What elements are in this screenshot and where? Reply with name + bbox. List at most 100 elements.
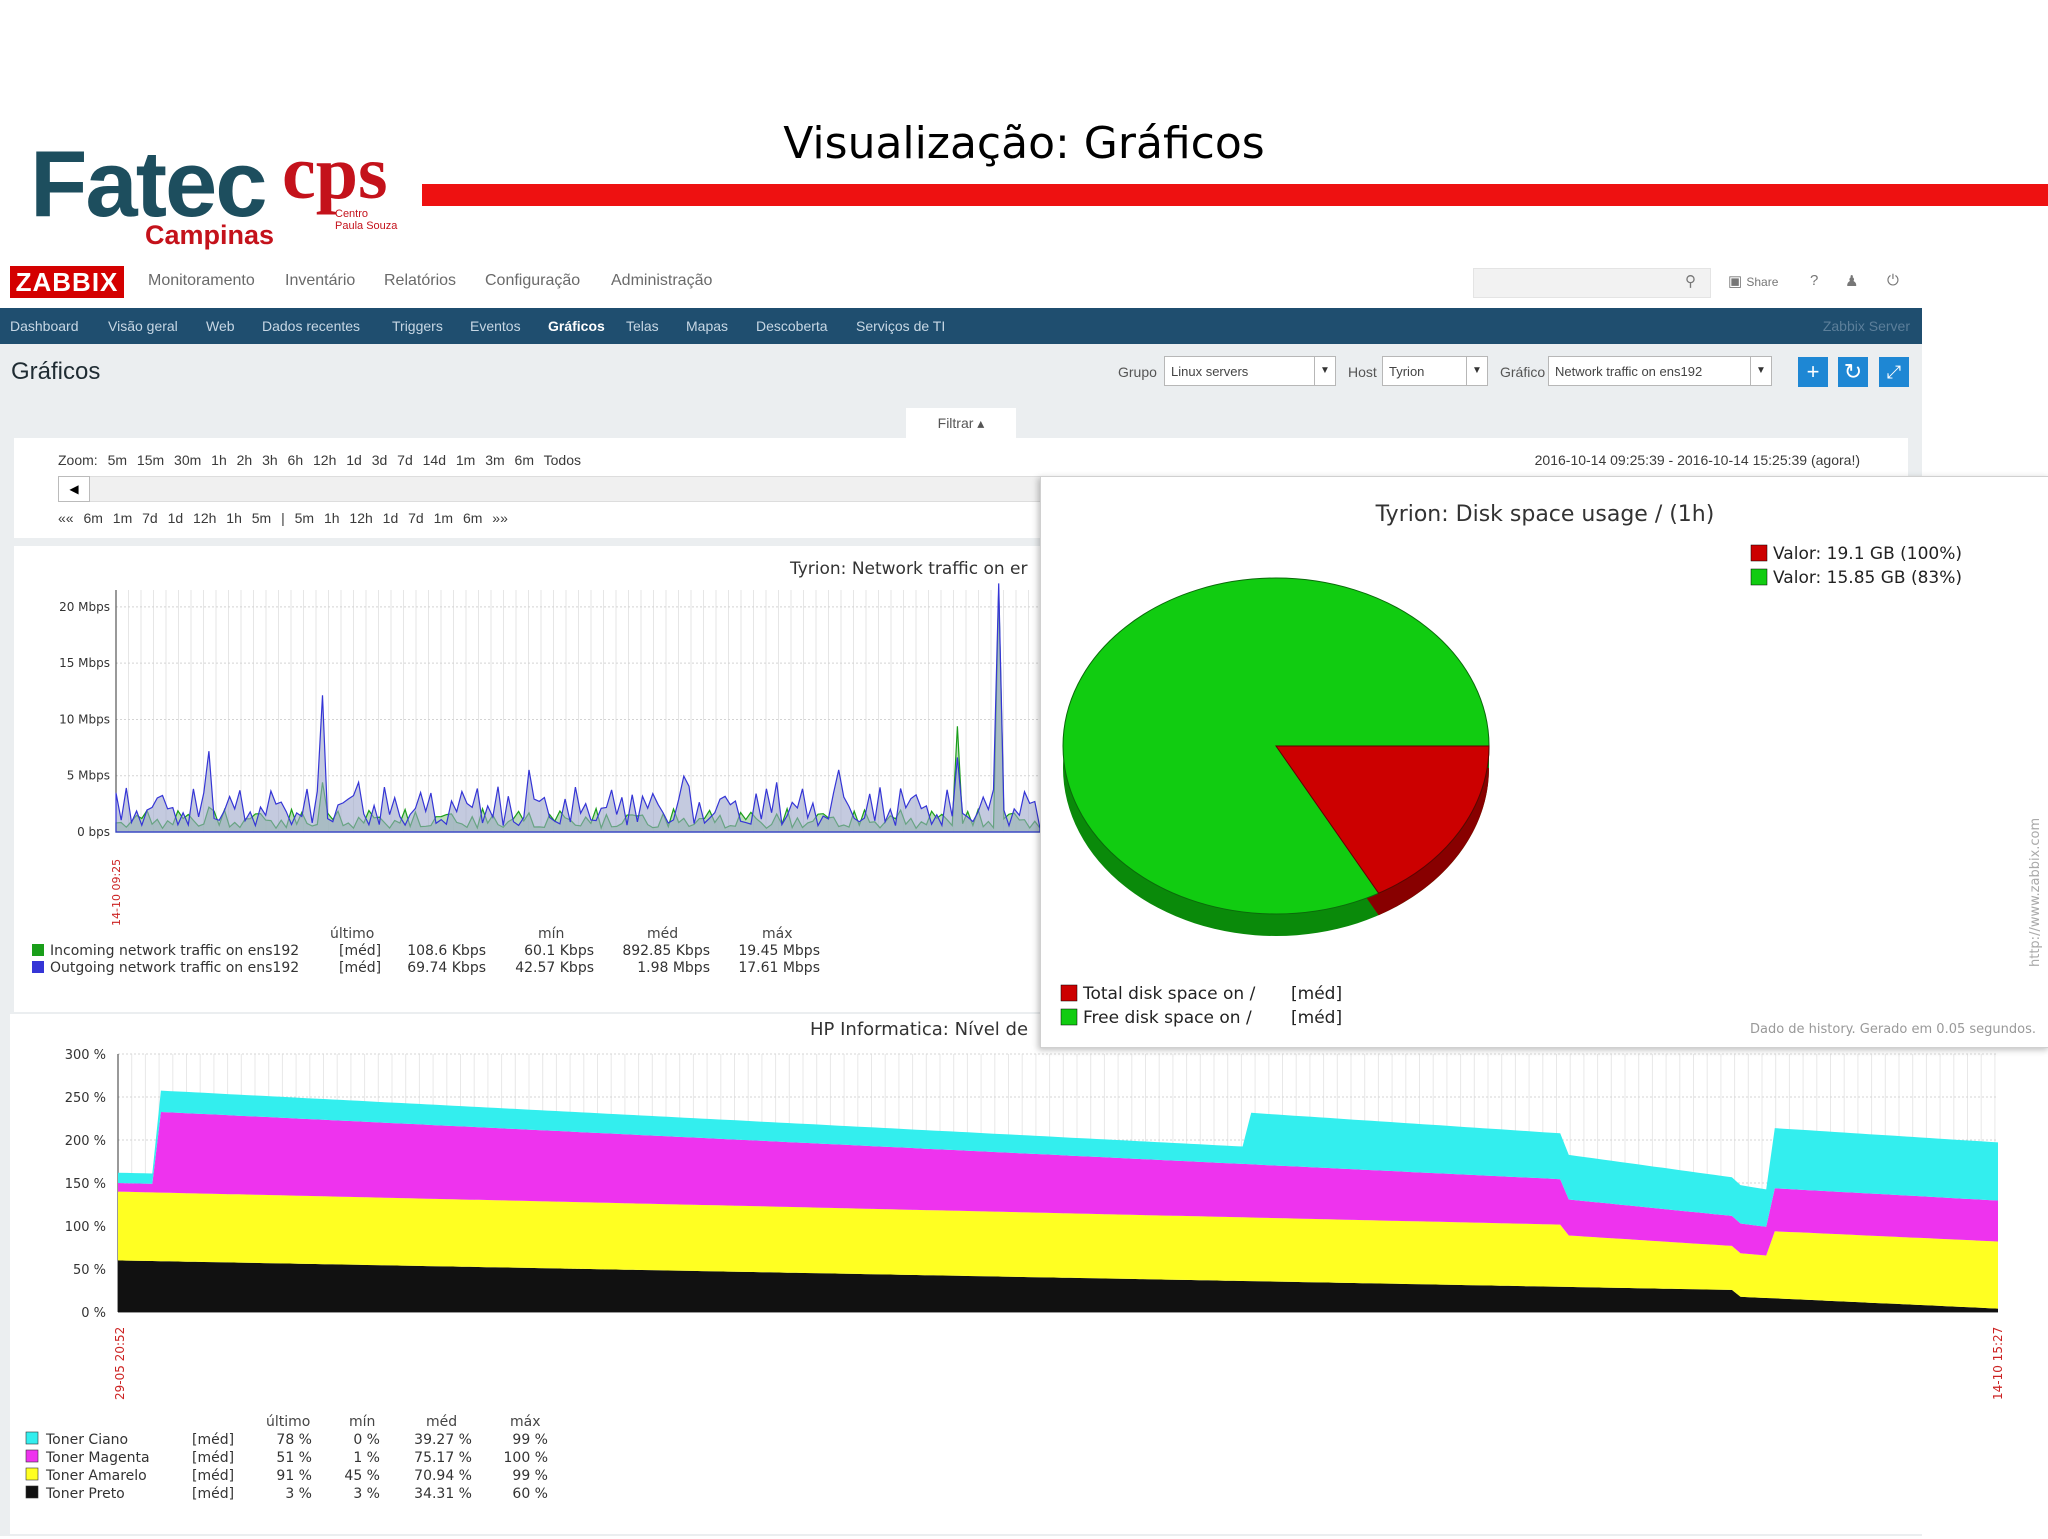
submenu-graficos[interactable]: Gráficos — [548, 318, 605, 334]
legend-swatch — [1750, 544, 1768, 562]
fullscreen-button[interactable]: ⤢ — [1879, 357, 1909, 387]
legend-swatch — [25, 1485, 39, 1499]
legend-ultimo: 3 % — [285, 1486, 312, 1502]
date-range: 2016-10-14 09:25:39 - 2016-10-14 15:25:3… — [1534, 452, 1860, 468]
pie-footer: Dado de history. Gerado em 0.05 segundos… — [1750, 1022, 2036, 1037]
group-label: Grupo — [1118, 364, 1157, 380]
legend-max: 60 % — [512, 1486, 548, 1502]
toner-y-axis: 300 % 250 % 200 % 150 % 100 % 50 % 0 % — [65, 1048, 106, 1321]
submenu-telas[interactable]: Telas — [626, 318, 659, 334]
toner-level-graph: HP Informatica: Nível de 300 % 250 % 200 %… — [10, 1014, 2010, 1534]
toner-legend: Toner Ciano [méd] 78 % 0 % 39.27 % 99 % Toner … — [25, 1431, 548, 1502]
host-label: Host — [1348, 364, 1377, 380]
legend-swatch — [1750, 568, 1768, 586]
fatec-logo: Fatec Campinas cps Centro Paula Souza — [30, 130, 420, 255]
toner-amarelo-area — [118, 1191, 1998, 1309]
sub-navigation: Dashboard Visão geral Web Dados recentes… — [0, 308, 1922, 344]
legend-swatch — [32, 944, 44, 956]
filter-toggle-tab[interactable]: Filtrar ▴ — [906, 408, 1016, 438]
submenu-web[interactable]: Web — [206, 318, 235, 334]
legend-min: 0 % — [353, 1432, 380, 1448]
legend-swatch — [1060, 984, 1078, 1002]
logo-cps-sub: Centro Paula Souza — [335, 208, 398, 232]
legend-min: 1 % — [353, 1450, 380, 1466]
submenu-eventos[interactable]: Eventos — [470, 318, 521, 334]
pie-legend-bottom: Total disk space on / [méd] Free disk sp… — [1060, 984, 1342, 1028]
search-input[interactable] — [1473, 268, 1711, 298]
user-profile-icon[interactable]: ♟ — [1845, 273, 1859, 290]
y-tick-label: 250 % — [65, 1091, 106, 1106]
legend-swatch — [1060, 1008, 1078, 1026]
host-select[interactable]: Tyrion ▼ — [1382, 356, 1488, 386]
legend-med: 892.85 Kbps — [622, 943, 710, 959]
legend-swatch — [25, 1449, 39, 1463]
y-tick-label: 200 % — [65, 1134, 106, 1149]
legend-max: 19.45 Mbps — [738, 943, 820, 959]
legend-fn: [méd] — [192, 1450, 234, 1466]
pie-legend-value-total: Valor: 19.1 GB (100%) — [1773, 544, 1962, 564]
page-title: Gráficos — [11, 358, 101, 385]
menu-configuracao[interactable]: Configuração — [485, 272, 581, 289]
zabbix-logo[interactable]: ZABBIX — [10, 266, 124, 298]
submenu-visao-geral[interactable]: Visão geral — [108, 318, 178, 334]
legend-min: 42.57 Kbps — [515, 960, 594, 976]
network-x-axis: 14-10 09:25 — [110, 859, 123, 926]
y-tick-label: 300 % — [65, 1048, 106, 1063]
legend-swatch — [25, 1467, 39, 1481]
graph-select[interactable]: Network traffic on ens192 ▼ — [1548, 356, 1772, 386]
refresh-button[interactable]: ↻ — [1838, 357, 1868, 387]
help-icon[interactable]: ? — [1810, 272, 1819, 289]
submenu-descoberta[interactable]: Descoberta — [756, 318, 828, 334]
net-header-max: máx — [762, 926, 793, 942]
submenu-mapas[interactable]: Mapas — [686, 318, 729, 334]
server-name: Zabbix Server — [1822, 318, 1910, 334]
share-button[interactable]: ▣ Share — [1728, 273, 1779, 290]
y-tick-label: 0 % — [81, 1306, 106, 1321]
top-navigation: ZABBIX Monitoramento Inventário Relatóri… — [0, 258, 1922, 308]
menu-monitoramento[interactable]: Monitoramento — [148, 272, 255, 289]
zoom-links[interactable]: Zoom: 5m 15m 30m 1h 2h 3h 6h 12h 1d 3d 7… — [58, 452, 581, 468]
legend-label: Outgoing network traffic on ens192 — [50, 960, 299, 976]
legend-max: 99 % — [512, 1468, 548, 1484]
submenu-dashboard[interactable]: Dashboard — [10, 318, 79, 334]
network-traffic-graph: Tyrion: Network traffic on er 0 bps 5 Mbp… — [14, 546, 1054, 1012]
period-navigation-links[interactable]: «« 6m 1m 7d 1d 12h 1h 5m | 5m 1h 12h 1d … — [58, 510, 508, 526]
legend-ultimo: 78 % — [276, 1432, 312, 1448]
legend-label: Incoming network traffic on ens192 — [50, 943, 299, 959]
legend-ultimo: 91 % — [276, 1468, 312, 1484]
menu-relatorios[interactable]: Relatórios — [384, 272, 457, 289]
logo-city: Campinas — [145, 220, 275, 250]
scroll-left-button[interactable]: ◀ — [58, 476, 90, 502]
legend-min: 60.1 Kbps — [524, 943, 594, 959]
pie-chart — [1062, 577, 1490, 936]
toner-header-ultimo: último — [266, 1414, 310, 1430]
graph-label: Gráfico — [1500, 364, 1546, 380]
net-legend-outgoing: Outgoing network traffic on ens192 [méd]… — [32, 960, 820, 976]
legend-min: 45 % — [344, 1468, 380, 1484]
net-header-min: mín — [538, 926, 564, 942]
menu-inventario[interactable]: Inventário — [285, 272, 356, 289]
network-traffic-svg: Tyrion: Network traffic on er 0 bps 5 Mbp… — [32, 559, 1041, 976]
menu-administracao[interactable]: Administração — [611, 272, 713, 289]
legend-fn: [méd] — [192, 1468, 234, 1484]
add-favourite-button[interactable]: + — [1798, 357, 1828, 387]
y-tick-label: 5 Mbps — [67, 769, 110, 783]
search-icon[interactable]: ⚲ — [1685, 273, 1696, 290]
group-select[interactable]: Linux servers ▼ — [1164, 356, 1336, 386]
legend-med: 34.31 % — [414, 1486, 472, 1502]
header-red-bar — [422, 184, 2048, 206]
submenu-triggers[interactable]: Triggers — [392, 318, 443, 334]
y-tick-label: 10 Mbps — [59, 712, 110, 726]
chevron-down-icon: ▼ — [1466, 357, 1487, 385]
submenu-servicos-ti[interactable]: Serviços de TI — [856, 318, 946, 334]
submenu-dados-recentes[interactable]: Dados recentes — [262, 318, 361, 334]
toner-magenta-area — [118, 1112, 1998, 1256]
pie-legend-value-free: Valor: 15.85 GB (83%) — [1773, 568, 1962, 588]
pie-legend-right: Valor: 19.1 GB (100%) Valor: 15.85 GB (8… — [1750, 544, 1962, 588]
legend-max: 99 % — [512, 1432, 548, 1448]
logout-icon[interactable]: ⏻ — [1887, 272, 1899, 289]
outgoing-traffic-area — [115, 583, 1041, 833]
y-tick-label: 15 Mbps — [59, 656, 110, 670]
legend-label: Toner Ciano — [45, 1432, 128, 1448]
legend-fn: [méd] — [192, 1486, 234, 1502]
